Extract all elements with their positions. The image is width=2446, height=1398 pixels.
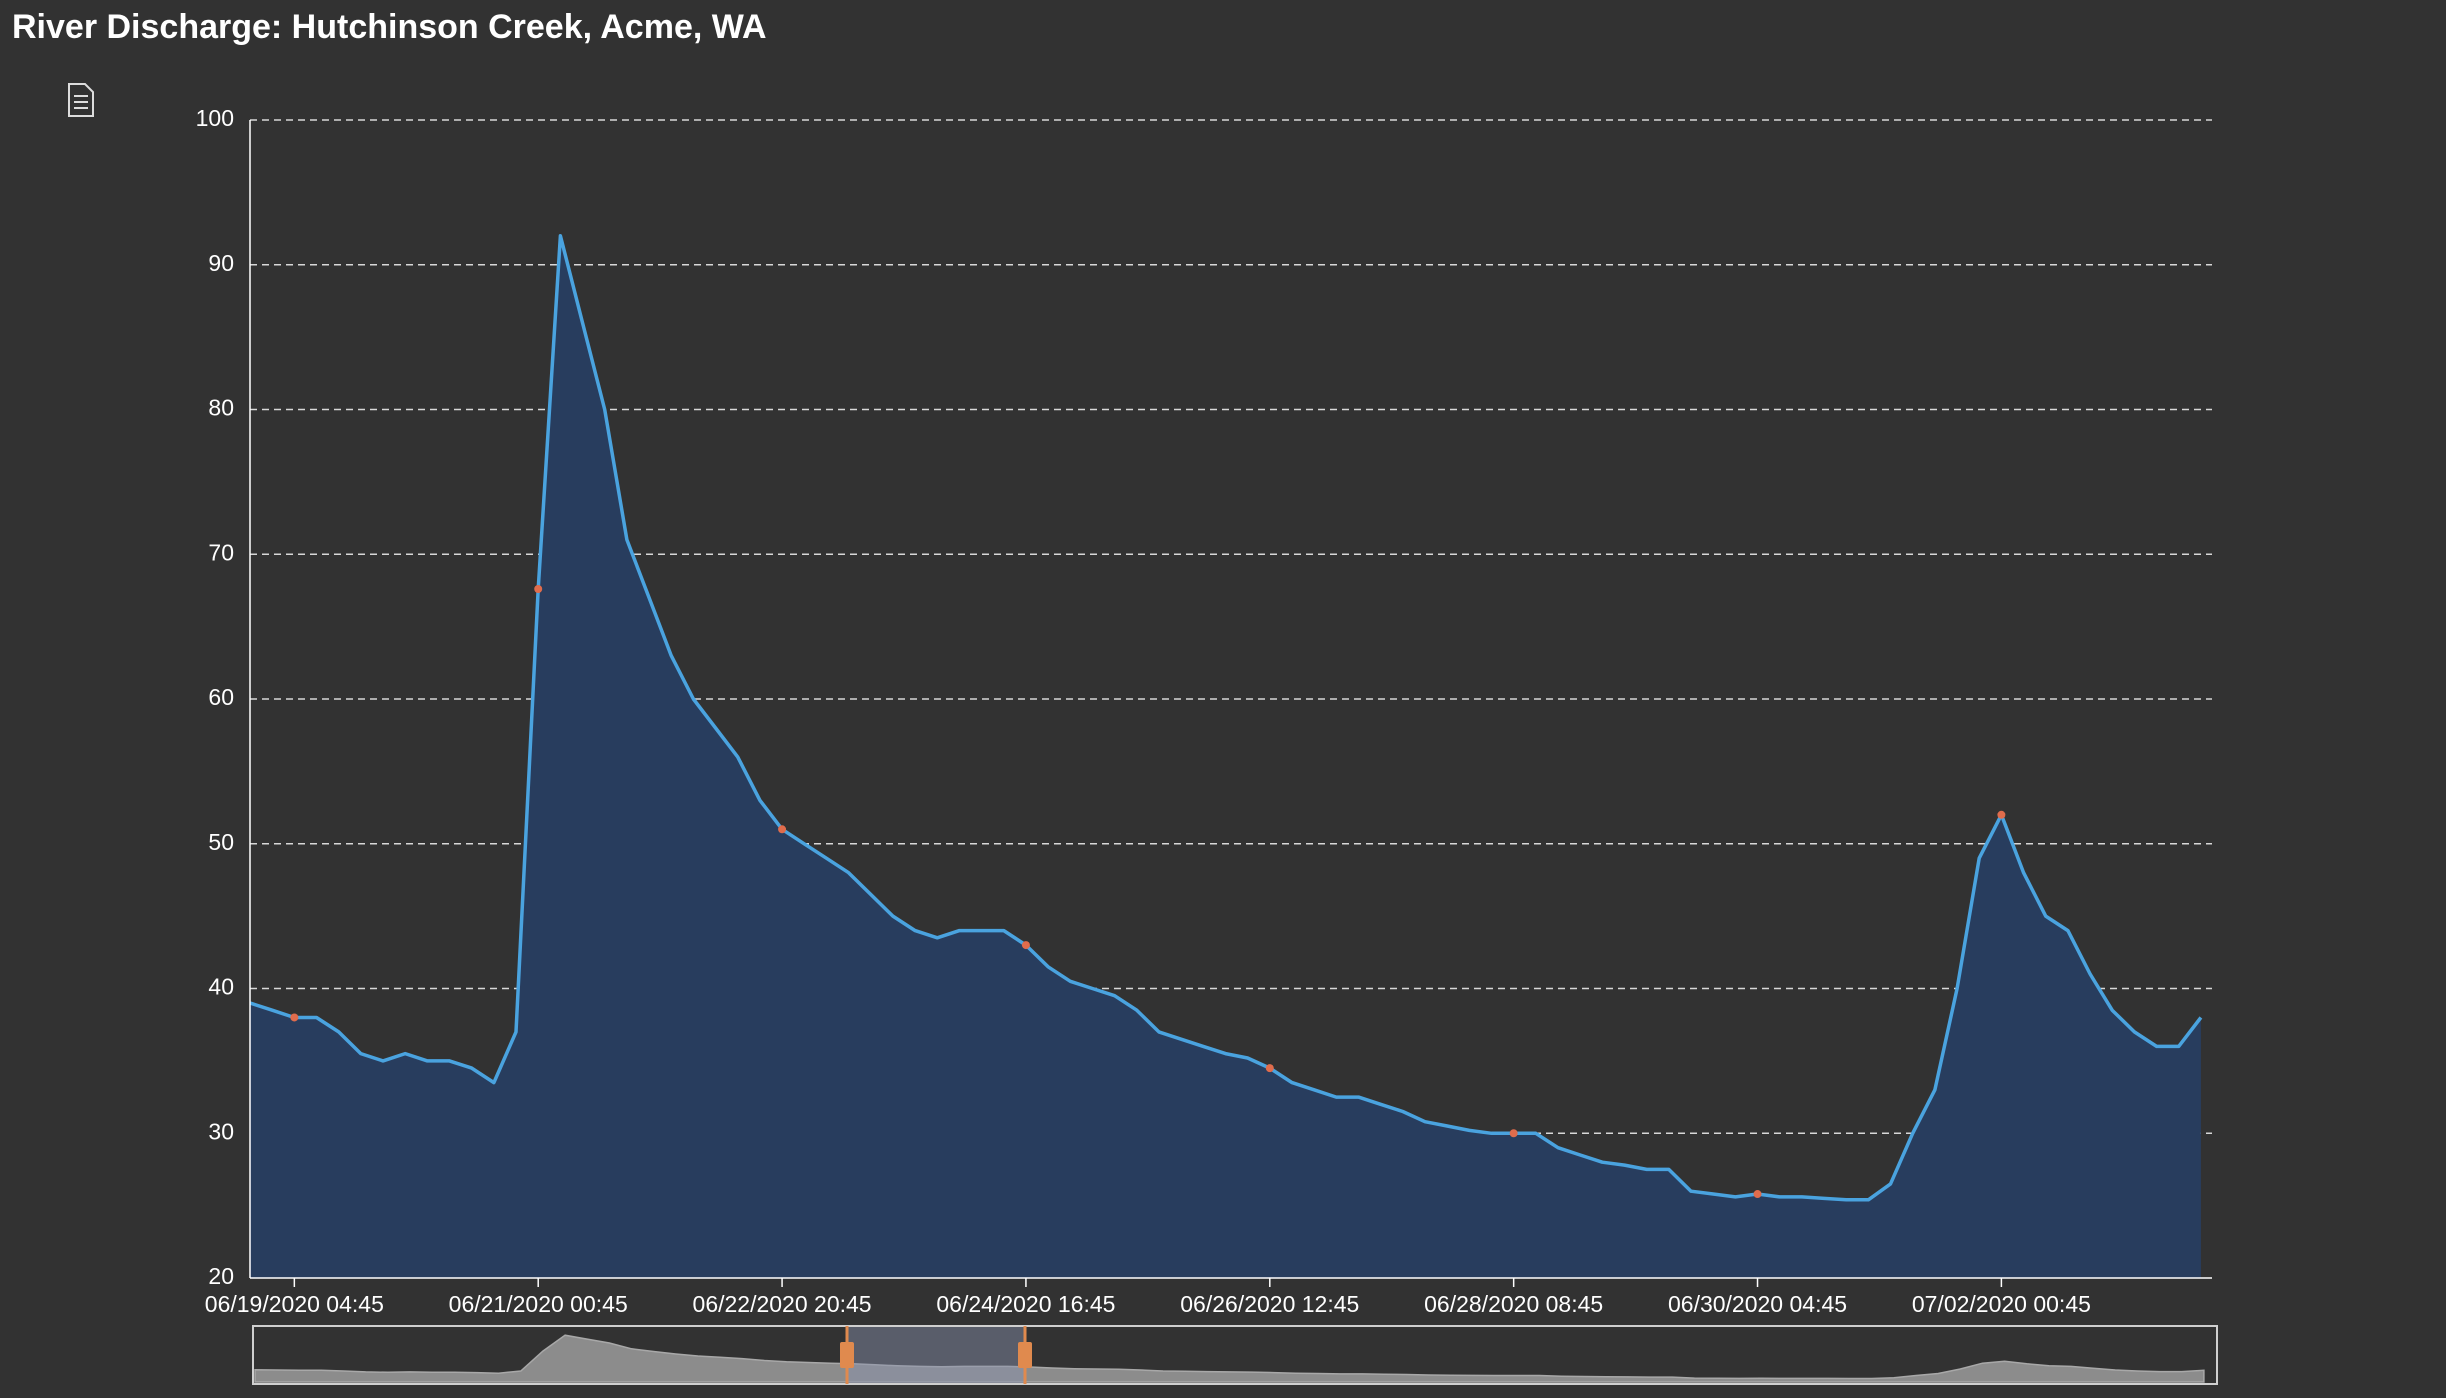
point-marker bbox=[534, 584, 543, 593]
point-marker bbox=[778, 825, 787, 834]
y-tick-label: 50 bbox=[208, 829, 234, 855]
y-tick-label: 60 bbox=[208, 684, 234, 710]
data-view-icon[interactable] bbox=[68, 83, 94, 117]
slider-window[interactable] bbox=[847, 1327, 1025, 1383]
point-marker bbox=[290, 1013, 299, 1022]
point-marker bbox=[1509, 1129, 1518, 1138]
x-tick-label: 07/02/2020 00:45 bbox=[1912, 1291, 2091, 1317]
slider-handle[interactable] bbox=[840, 1326, 854, 1384]
y-tick-label: 80 bbox=[208, 395, 234, 421]
overview-area bbox=[254, 1334, 2205, 1383]
x-tick-label: 06/24/2020 16:45 bbox=[936, 1291, 1115, 1317]
chart-title: River Discharge: Hutchinson Creek, Acme,… bbox=[12, 8, 767, 46]
y-tick-label: 20 bbox=[208, 1263, 234, 1289]
line bbox=[249, 234, 2203, 1202]
x-tick-label: 06/26/2020 12:45 bbox=[1180, 1291, 1359, 1317]
slider-handle[interactable] bbox=[1018, 1326, 1032, 1384]
x-tick-label: 06/19/2020 04:45 bbox=[205, 1291, 384, 1317]
y-tick-label: 70 bbox=[208, 539, 234, 565]
y-tick-label: 100 bbox=[196, 105, 234, 131]
data-zoom-slider[interactable] bbox=[252, 1325, 2218, 1385]
x-tick-label: 06/28/2020 08:45 bbox=[1424, 1291, 1603, 1317]
point-marker bbox=[1265, 1064, 1274, 1073]
y-tick-label: 40 bbox=[208, 974, 234, 1000]
point-marker bbox=[1997, 810, 2006, 819]
slider-frame bbox=[252, 1325, 2218, 1385]
x-tick-label: 06/21/2020 00:45 bbox=[449, 1291, 628, 1317]
point-marker bbox=[1753, 1190, 1762, 1199]
x-tick-label: 06/22/2020 20:45 bbox=[693, 1291, 872, 1317]
area bbox=[250, 235, 2201, 1278]
y-tick-label: 90 bbox=[208, 250, 234, 276]
y-tick-label: 30 bbox=[208, 1118, 234, 1144]
point-marker bbox=[1021, 941, 1030, 950]
x-tick-label: 06/30/2020 04:45 bbox=[1668, 1291, 1847, 1317]
